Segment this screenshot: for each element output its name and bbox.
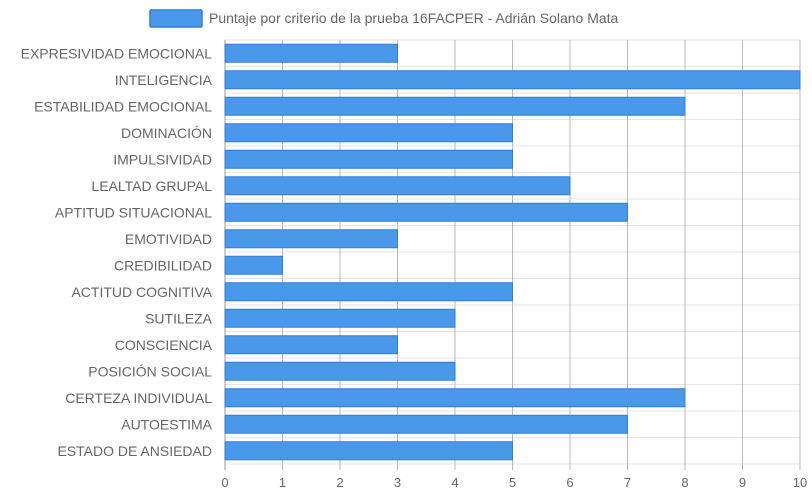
legend-swatch [149,9,203,28]
bar[interactable] [224,361,456,381]
x-tick-label: 4 [451,475,458,490]
category-label: ACTITUD COGNITIVA [71,284,212,300]
bar[interactable] [224,282,513,302]
bar[interactable] [224,96,686,116]
category-label: CERTEZA INDIVIDUAL [65,390,212,406]
x-tick-label: 3 [394,475,401,490]
x-tick-label: 1 [279,475,286,490]
bar[interactable] [224,176,571,196]
x-tick-label: 0 [221,475,228,490]
category-label: ESTADO DE ANSIEDAD [57,443,212,459]
x-tick-label: 10 [793,475,807,490]
bar[interactable] [224,335,398,355]
legend-label: Puntaje por criterio de la prueba 16FACP… [209,10,619,26]
category-label: EMOTIVIDAD [125,231,212,247]
bar[interactable] [224,414,628,434]
x-tick-label: 8 [681,475,688,490]
bar[interactable] [224,388,686,408]
x-tick-label: 2 [336,475,343,490]
x-axis-tick-labels: 0 1 2 3 4 5 6 7 8 9 10 [221,475,807,490]
category-label: IMPULSIVIDAD [113,151,212,167]
bar[interactable] [224,441,513,461]
bar[interactable] [224,255,283,275]
bar[interactable] [224,229,398,249]
legend[interactable]: Puntaje por criterio de la prueba 16FACP… [149,9,619,28]
category-label: CREDIBILIDAD [114,257,212,273]
bar[interactable] [224,123,513,143]
category-label: POSICIÓN SOCIAL [88,363,212,379]
bar[interactable] [224,43,398,63]
category-label: APTITUD SITUACIONAL [55,204,212,220]
category-label: ESTABILIDAD EMOCIONAL [34,98,212,114]
category-label: EXPRESIVIDAD EMOCIONAL [21,45,213,61]
x-tick-label: 6 [566,475,573,490]
x-tick-label: 5 [509,475,516,490]
category-label: SUTILEZA [145,310,213,326]
x-tick-label: 9 [739,475,746,490]
x-tick-label: 7 [624,475,631,490]
bar[interactable] [224,308,456,328]
category-label: LEALTAD GRUPAL [91,178,212,194]
category-labels: EXPRESIVIDAD EMOCIONAL INTELIGENCIA ESTABI… [21,45,213,459]
category-label: CONSCIENCIA [115,337,213,353]
bars [224,43,801,461]
category-label: AUTOESTIMA [121,416,212,432]
bar[interactable] [224,149,513,169]
bar[interactable] [224,70,801,90]
category-label: DOMINACIÓN [121,125,212,141]
bar[interactable] [224,202,628,222]
category-label: INTELIGENCIA [115,72,213,88]
